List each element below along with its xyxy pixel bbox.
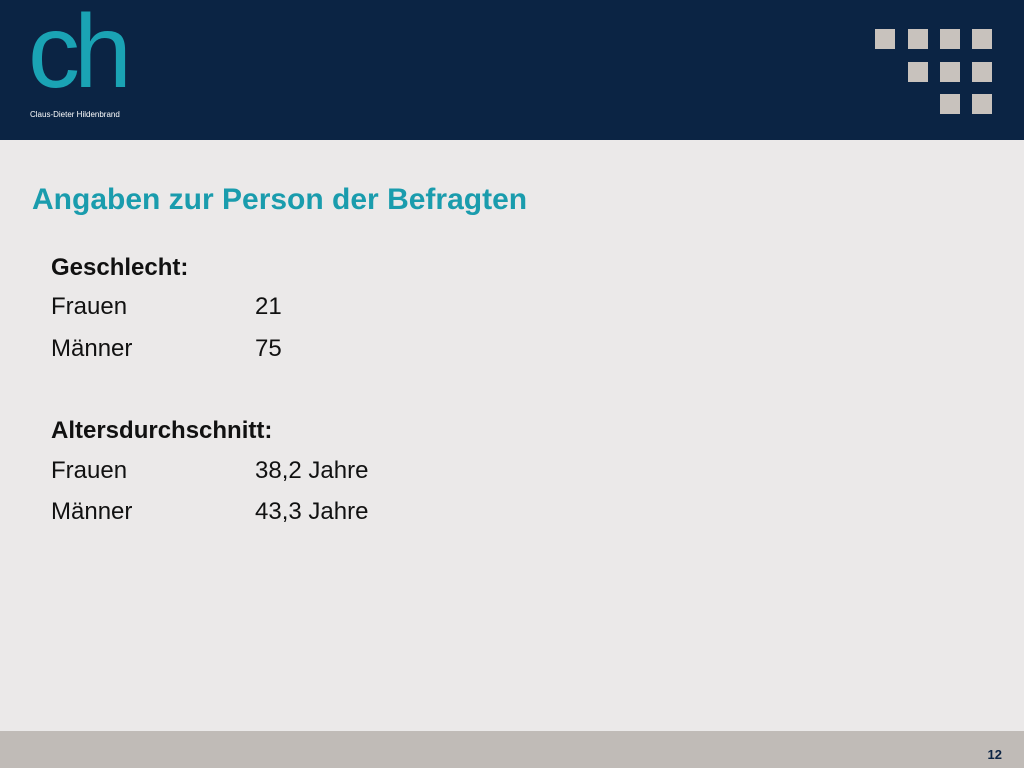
gender-women-label: Frauen (51, 293, 128, 320)
age-men-label: Männer (51, 498, 133, 525)
logo: ch Claus-Dieter Hildenbrand (28, 0, 138, 124)
footer-bar: 12 (0, 731, 1024, 768)
header-bar: ch Claus-Dieter Hildenbrand (0, 0, 1024, 140)
gender-men-label: Männer (51, 335, 133, 362)
age-heading: Altersdurchschnitt: (51, 417, 273, 444)
gender-heading: Geschlecht: (51, 254, 189, 281)
page-number: 12 (987, 747, 1002, 762)
gender-women-value: 21 (255, 293, 282, 320)
logo-mark: ch (28, 0, 132, 110)
gender-men-value: 75 (255, 335, 282, 362)
logo-name: Claus-Dieter Hildenbrand (30, 110, 120, 119)
age-women-label: Frauen (51, 457, 128, 484)
age-men-value: 43,3 Jahre (255, 498, 369, 525)
slide-title: Angaben zur Person der Befragten (32, 183, 528, 216)
age-women-value: 38,2 Jahre (255, 457, 369, 484)
